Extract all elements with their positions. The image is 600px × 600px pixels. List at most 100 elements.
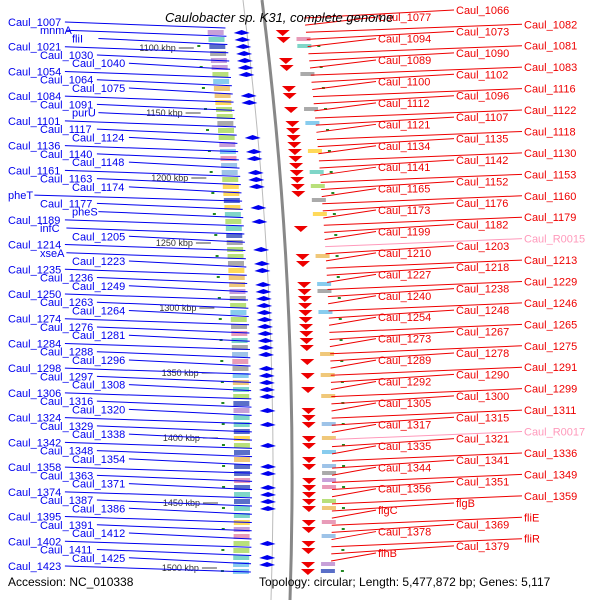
plus-strand-gene: [302, 485, 317, 491]
marker-tick: [221, 444, 225, 446]
feature-block: [210, 51, 227, 56]
right-gene-labels: Caul_1066 Caul_1077 Caul_1082 Caul_1073 Caul…: [378, 5, 585, 560]
feature-block: [233, 548, 250, 553]
minus-strand-gene: [257, 324, 274, 329]
left-label-line: [96, 79, 232, 87]
plus-strand-gene: [297, 282, 312, 288]
feature-block: [211, 65, 228, 70]
right-label-line: [314, 102, 377, 112]
feature-block: [322, 485, 337, 489]
feature-block: [232, 359, 249, 364]
minus-strand-gene: [260, 485, 277, 490]
right-label-line: [324, 223, 455, 233]
right-gene-label: Caul_1176: [456, 198, 508, 210]
right-label-line: [331, 381, 377, 391]
right-gene-label: Caul_1265: [524, 319, 577, 331]
left-label-line: [64, 95, 234, 103]
right-label-line: [321, 180, 455, 190]
minus-strand-gene: [244, 135, 261, 140]
minus-strand-gene: [248, 177, 265, 182]
right-gene-label: Caul_1315: [456, 412, 509, 424]
right-gene-label: Caul_1305: [378, 398, 431, 410]
plus-strand-gene: [302, 457, 317, 463]
left-gene-label: Caul_1284: [8, 338, 61, 350]
minus-strand-gene: [236, 58, 253, 63]
feature-block: [216, 114, 233, 119]
right-label-line: [323, 216, 523, 226]
right-label-line: [330, 352, 455, 362]
right-label-line: [331, 402, 377, 412]
right-gene-label: Caul_1267: [456, 327, 509, 339]
feature-block: [297, 44, 312, 48]
left-label-line: [96, 277, 248, 285]
left-label-line: [96, 54, 230, 62]
marker-tick: [336, 276, 340, 278]
left-label-line: [64, 466, 253, 474]
feature-block: [320, 373, 335, 377]
right-label-line: [332, 481, 455, 491]
plus-strand-gene: [302, 464, 317, 470]
marker-tick: [335, 255, 339, 257]
right-gene-label: Caul_1378: [378, 527, 431, 539]
right-gene-label: Caul_1135: [456, 134, 508, 146]
feature-block: [224, 205, 241, 210]
right-gene-label: Caul_1275: [524, 341, 577, 353]
right-label-line: [308, 45, 523, 55]
right-gene-label: Caul_1246: [524, 298, 577, 310]
feature-block: [309, 170, 324, 174]
feature-block: [232, 373, 249, 378]
left-label-line: [64, 565, 251, 573]
left-label-line: [128, 532, 252, 540]
minus-strand-gene: [240, 93, 257, 98]
right-gene-label: Caul_1278: [456, 348, 509, 360]
right-label-line: [331, 488, 377, 498]
right-gene-label: fliR: [524, 534, 540, 546]
feature-block: [226, 233, 243, 238]
minus-strand-gene: [251, 219, 268, 224]
marker-tick: [220, 381, 224, 383]
minus-strand-gene: [236, 51, 253, 56]
plus-strand-gene: [301, 387, 316, 393]
right-gene-label: Caul_1179: [524, 212, 576, 224]
marker-tick: [339, 339, 343, 341]
minus-strand-gene: [259, 387, 276, 392]
minus-strand-gene: [233, 30, 250, 35]
marker-tick: [327, 150, 331, 152]
right-gene-label: Caul_1089: [378, 55, 431, 67]
plus-strand-gene: [301, 408, 316, 414]
minus-strand-gene: [237, 65, 254, 70]
right-label-line: [323, 209, 377, 219]
right-gene-label: Caul_1229: [524, 277, 577, 289]
right-gene-label: Caul_1317: [378, 419, 431, 431]
marker-tick: [222, 465, 226, 467]
right-label-line: [324, 230, 377, 240]
left-gene-label: Caul_1223: [72, 256, 125, 268]
right-gene-label: Caul_1090: [456, 48, 509, 60]
plus-strand-gene: [301, 443, 316, 449]
right-gene-label: Caul_1300: [456, 391, 509, 403]
marker-tick: [332, 213, 336, 215]
feature-block: [233, 527, 250, 532]
marker-tick: [211, 192, 215, 194]
left-gene-label: Caul_1064: [40, 75, 93, 87]
right-label-line: [331, 388, 523, 398]
marker-tick: [218, 318, 222, 320]
marker-tick: [221, 402, 225, 404]
feature-block: [233, 534, 250, 539]
feature-block: [222, 184, 239, 189]
feature-block: [317, 282, 332, 286]
plus-strand-gene: [295, 261, 310, 267]
feature-block: [234, 471, 251, 476]
minus-strand-gene: [257, 331, 274, 336]
plus-strand-gene: [289, 163, 304, 169]
right-label-line: [304, 9, 455, 19]
minus-strand-gene: [260, 492, 277, 497]
right-label-line: [331, 538, 523, 548]
right-gene-label: Caul_1344: [378, 462, 431, 474]
left-gene-label: Caul_1374: [8, 487, 61, 499]
left-label-line: [64, 417, 252, 425]
left-gene-label: Caul_1161: [8, 165, 60, 177]
left-gene-label: Caul_1174: [72, 182, 124, 194]
left-label-line: [64, 516, 252, 524]
